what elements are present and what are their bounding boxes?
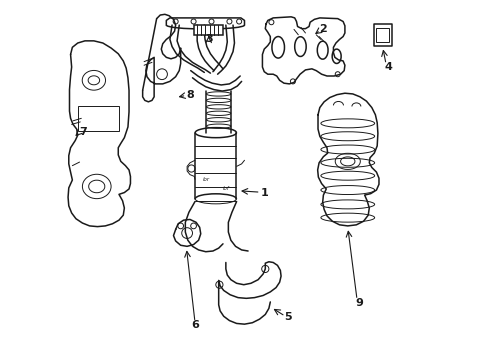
Bar bbox=[78, 107, 119, 131]
Text: 6: 6 bbox=[191, 320, 199, 330]
Text: 3: 3 bbox=[204, 35, 212, 44]
Text: lof: lof bbox=[223, 186, 229, 192]
Bar bbox=[376, 28, 388, 42]
Text: 4: 4 bbox=[383, 62, 391, 72]
Text: 5: 5 bbox=[284, 312, 291, 322]
Text: lor: lor bbox=[203, 177, 210, 182]
Bar bbox=[194, 25, 223, 35]
Text: 1: 1 bbox=[260, 188, 267, 198]
Text: 9: 9 bbox=[355, 298, 363, 308]
Text: 8: 8 bbox=[186, 90, 193, 100]
Text: 2: 2 bbox=[318, 24, 326, 34]
Bar bbox=[373, 24, 391, 45]
Text: 7: 7 bbox=[79, 127, 86, 136]
